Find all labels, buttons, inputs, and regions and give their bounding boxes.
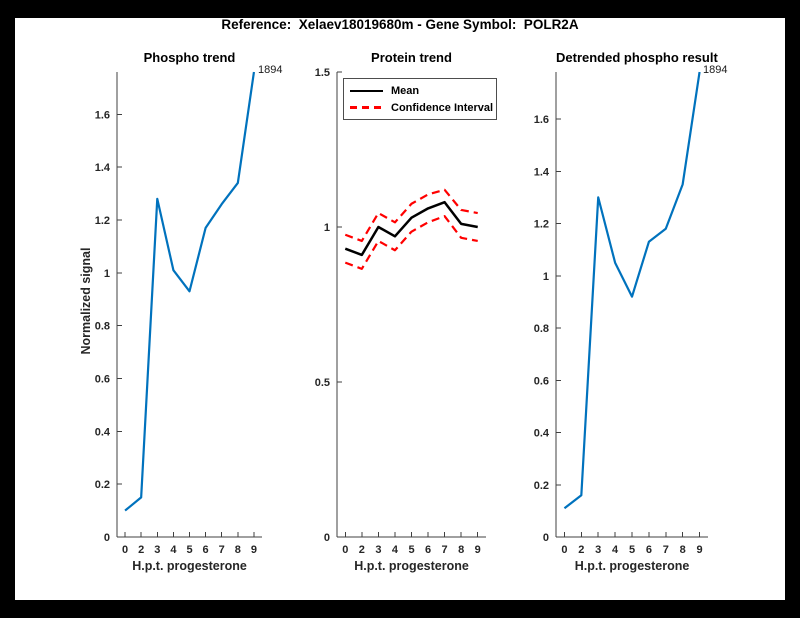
phospho-trend-y-tick-label: 1.2 [95, 215, 110, 227]
phospho-trend-plot: 0 2 3 4 5 6 7 8 900.20.40.60.811.21.41.6 [95, 71, 262, 556]
protein-trend-y-tick-label: 0 [324, 532, 330, 544]
detrended-phospho-y-tick-label: 0.4 [534, 428, 550, 440]
phospho-trend-y-tick-label: 0.2 [95, 479, 110, 491]
phospho-trend-y-tick-label: 1.4 [95, 162, 111, 174]
mean-line-sample [350, 89, 383, 92]
protein-trend-x-tick-label: 3 [375, 544, 381, 556]
protein-trend-x-tick-label: 7 [442, 544, 448, 556]
phospho-max-annotation: 1894 [258, 64, 283, 76]
phospho-trend-x-tick-label: 6 [203, 544, 209, 556]
phospho-trend-y-tick-label: 0 [104, 532, 110, 544]
protein-trend-title: Protein trend [371, 50, 452, 65]
protein-trend-x-tick-label: 2 [359, 544, 365, 556]
mean-line [344, 200, 478, 257]
detrended-signal-line [563, 71, 701, 510]
protein-trend-y-tick-label: 1.5 [315, 67, 330, 79]
protein-trend-x-tick-label: 9 [475, 544, 481, 556]
detrended-phospho-y-tick-label: 1 [543, 271, 549, 283]
detrended-phospho-plot: 0 2 3 4 5 6 7 8 900.20.40.60.811.21.41.6 [534, 71, 708, 556]
legend-box: Mean Confidence Interval [343, 78, 497, 120]
detrended-phospho-y-tick-label: 0 [543, 532, 549, 544]
legend-item-mean: Mean [350, 84, 490, 97]
phospho-trend-x-tick-label: 9 [251, 544, 257, 556]
legend-ci-label: Confidence Interval [391, 101, 494, 114]
phospho-trend-y-tick-label: 0.8 [95, 321, 110, 333]
protein-trend-x-tick-label: 4 [392, 544, 399, 556]
phospho-trend-y-tick-label: 0.4 [95, 426, 111, 438]
x-axis-label-detrended: H.p.t. progesterone [574, 559, 690, 573]
detrended-max-annotation: 1894 [703, 64, 728, 76]
legend-item-ci: Confidence Interval [350, 101, 494, 114]
detrended-phospho-y-tick-label: 0.2 [534, 480, 549, 492]
phospho-trend-y-tick-label: 1 [104, 268, 110, 280]
phospho-trend-y-tick-label: 1.6 [95, 109, 110, 121]
ci-lower-line [344, 215, 478, 270]
ci-upper-line [344, 188, 478, 243]
phospho-trend-x-tick-label: 8 [235, 544, 241, 556]
detrended-phospho-x-tick-label: 8 [680, 544, 686, 556]
protein-trend-x-tick-label: 0 [342, 544, 348, 556]
ci-line-sample [350, 106, 383, 109]
phospho-trend-x-tick-label: 7 [219, 544, 225, 556]
detrended-phospho-x-tick-label: 6 [646, 544, 652, 556]
phospho-trend-title: Phospho trend [143, 50, 236, 65]
protein-trend-x-tick-label: 8 [458, 544, 464, 556]
phospho-trend-x-tick-label: 3 [154, 544, 160, 556]
detrended-phospho-x-tick-label: 9 [696, 544, 702, 556]
phospho-trend-x-tick-label: 0 [122, 544, 128, 556]
detrended-phospho-y-tick-label: 0.6 [534, 375, 549, 387]
protein-trend-plot: 0 2 3 4 5 6 7 8 900.511.5 [315, 67, 486, 556]
legend-mean-label: Mean [391, 84, 420, 97]
phospho-trend-x-tick-label: 5 [186, 544, 192, 556]
phospho-signal-line [124, 71, 256, 512]
y-axis-label: Normalized signal [79, 247, 93, 355]
detrended-phospho-y-tick-label: 1.6 [534, 114, 549, 126]
detrended-phospho-y-tick-label: 1.2 [534, 219, 549, 231]
detrended-phospho-x-tick-label: 4 [612, 544, 619, 556]
phospho-trend-x-tick-label: 2 [138, 544, 144, 556]
phospho-trend-x-tick-label: 4 [170, 544, 177, 556]
x-axis-label-protein: H.p.t. progesterone [354, 559, 469, 573]
phospho-trend-y-tick-label: 0.6 [95, 373, 110, 385]
figure-title: Reference: Xelaev18019680m - Gene Symbol… [221, 17, 579, 32]
protein-trend-x-tick-label: 5 [408, 544, 414, 556]
detrended-phospho-x-tick-label: 7 [663, 544, 669, 556]
protein-trend-y-tick-label: 1 [324, 222, 330, 234]
detrended-phospho-x-tick-label: 5 [629, 544, 635, 556]
detrended-phospho-x-tick-label: 3 [595, 544, 601, 556]
protein-trend-x-tick-label: 6 [425, 544, 431, 556]
detrended-phospho-x-tick-label: 2 [578, 544, 584, 556]
detrended-phospho-y-tick-label: 0.8 [534, 323, 549, 335]
protein-trend-y-tick-label: 0.5 [315, 377, 330, 389]
detrended-result-title: Detrended phospho result [556, 50, 718, 65]
detrended-phospho-x-tick-label: 0 [561, 544, 567, 556]
detrended-phospho-y-tick-label: 1.4 [534, 166, 550, 178]
x-axis-label-phospho: H.p.t. progesterone [132, 559, 247, 573]
